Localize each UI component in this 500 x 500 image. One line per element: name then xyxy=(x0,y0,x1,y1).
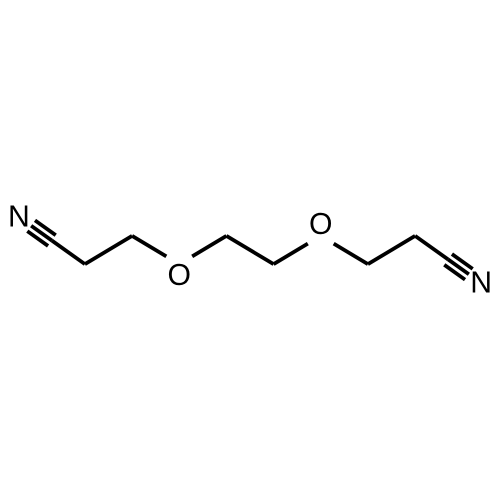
bond-single xyxy=(334,244,368,265)
bond-single xyxy=(274,244,308,265)
bond-single xyxy=(192,236,226,257)
bond-single xyxy=(368,236,415,264)
bond-single xyxy=(226,236,273,264)
atom-label: N xyxy=(470,267,492,300)
atom-label: O xyxy=(168,259,191,292)
bond-single xyxy=(132,236,166,257)
bond-single xyxy=(52,241,85,265)
bond-single xyxy=(415,236,448,260)
bond-single xyxy=(85,236,132,264)
atom-label: O xyxy=(309,208,332,241)
chemical-structure-svg: N O O N xyxy=(0,0,500,500)
atom-label: N xyxy=(8,200,30,233)
